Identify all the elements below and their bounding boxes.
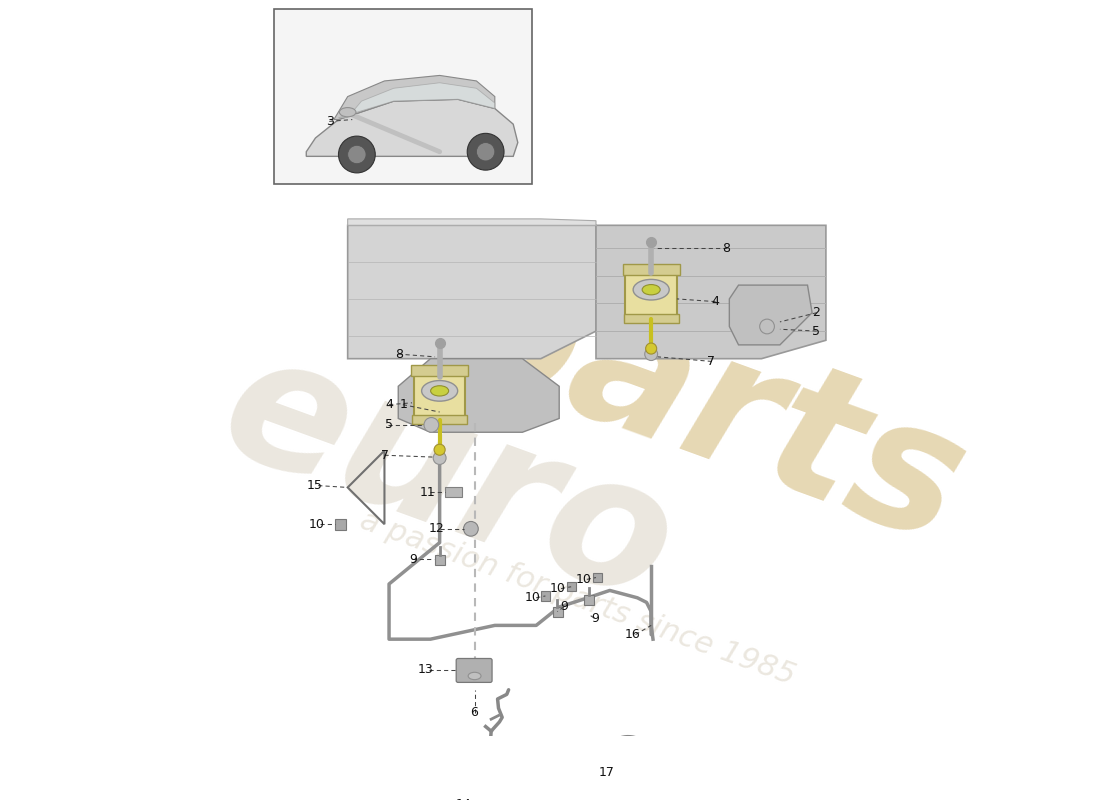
Bar xyxy=(414,370,465,422)
Text: 10: 10 xyxy=(525,591,541,604)
Text: 9: 9 xyxy=(591,611,598,625)
Bar xyxy=(446,487,462,497)
Text: 4: 4 xyxy=(711,295,718,308)
Text: 5: 5 xyxy=(812,325,821,338)
Bar xyxy=(566,582,575,591)
Circle shape xyxy=(463,522,478,536)
Ellipse shape xyxy=(634,279,669,300)
Polygon shape xyxy=(729,285,812,345)
Bar xyxy=(434,554,446,565)
Bar xyxy=(541,591,550,601)
Ellipse shape xyxy=(430,386,449,396)
Circle shape xyxy=(434,444,446,455)
Text: 2: 2 xyxy=(812,306,820,319)
Text: 3: 3 xyxy=(326,115,334,128)
Circle shape xyxy=(433,451,447,465)
Circle shape xyxy=(348,146,366,164)
Text: 8: 8 xyxy=(395,347,403,361)
Polygon shape xyxy=(398,358,559,432)
Circle shape xyxy=(760,319,774,334)
Text: euro: euro xyxy=(201,316,697,640)
Bar xyxy=(412,414,468,424)
Circle shape xyxy=(339,136,375,173)
Bar xyxy=(626,270,676,320)
Text: 1: 1 xyxy=(399,398,407,411)
Circle shape xyxy=(646,343,657,354)
Text: 4: 4 xyxy=(386,398,394,411)
Text: 10: 10 xyxy=(550,582,565,595)
Circle shape xyxy=(468,134,504,170)
Polygon shape xyxy=(348,219,596,226)
Ellipse shape xyxy=(340,108,356,117)
Polygon shape xyxy=(334,75,495,119)
Text: 16: 16 xyxy=(625,628,640,641)
Text: a passion for parts since 1985: a passion for parts since 1985 xyxy=(356,506,799,690)
Polygon shape xyxy=(596,226,826,358)
Ellipse shape xyxy=(642,285,660,295)
Bar xyxy=(411,365,469,376)
Text: 5: 5 xyxy=(385,418,393,431)
Text: 13: 13 xyxy=(417,663,433,676)
Bar xyxy=(584,595,594,605)
Text: 11: 11 xyxy=(419,486,435,498)
Text: 9: 9 xyxy=(561,601,569,614)
Bar xyxy=(624,314,679,323)
Text: 9: 9 xyxy=(409,553,417,566)
Text: 10: 10 xyxy=(309,518,324,530)
Bar xyxy=(623,264,680,275)
Ellipse shape xyxy=(421,381,458,401)
Text: parts: parts xyxy=(426,230,987,578)
Circle shape xyxy=(645,348,658,361)
Circle shape xyxy=(424,418,439,432)
Text: 15: 15 xyxy=(307,479,322,492)
Text: 14: 14 xyxy=(456,798,472,800)
Text: 12: 12 xyxy=(429,522,444,535)
Text: 17: 17 xyxy=(598,766,615,779)
Text: 7: 7 xyxy=(707,355,715,368)
Text: 7: 7 xyxy=(381,449,389,462)
Ellipse shape xyxy=(469,672,481,680)
Bar xyxy=(553,607,563,617)
Polygon shape xyxy=(306,99,518,156)
Text: 10: 10 xyxy=(575,573,592,586)
Polygon shape xyxy=(339,82,495,118)
Bar xyxy=(334,518,345,530)
Bar xyxy=(593,573,603,582)
Polygon shape xyxy=(348,226,596,358)
Text: 6: 6 xyxy=(470,706,477,719)
Text: 8: 8 xyxy=(722,242,730,255)
Circle shape xyxy=(476,142,495,161)
Bar xyxy=(274,9,531,184)
FancyBboxPatch shape xyxy=(456,658,492,682)
